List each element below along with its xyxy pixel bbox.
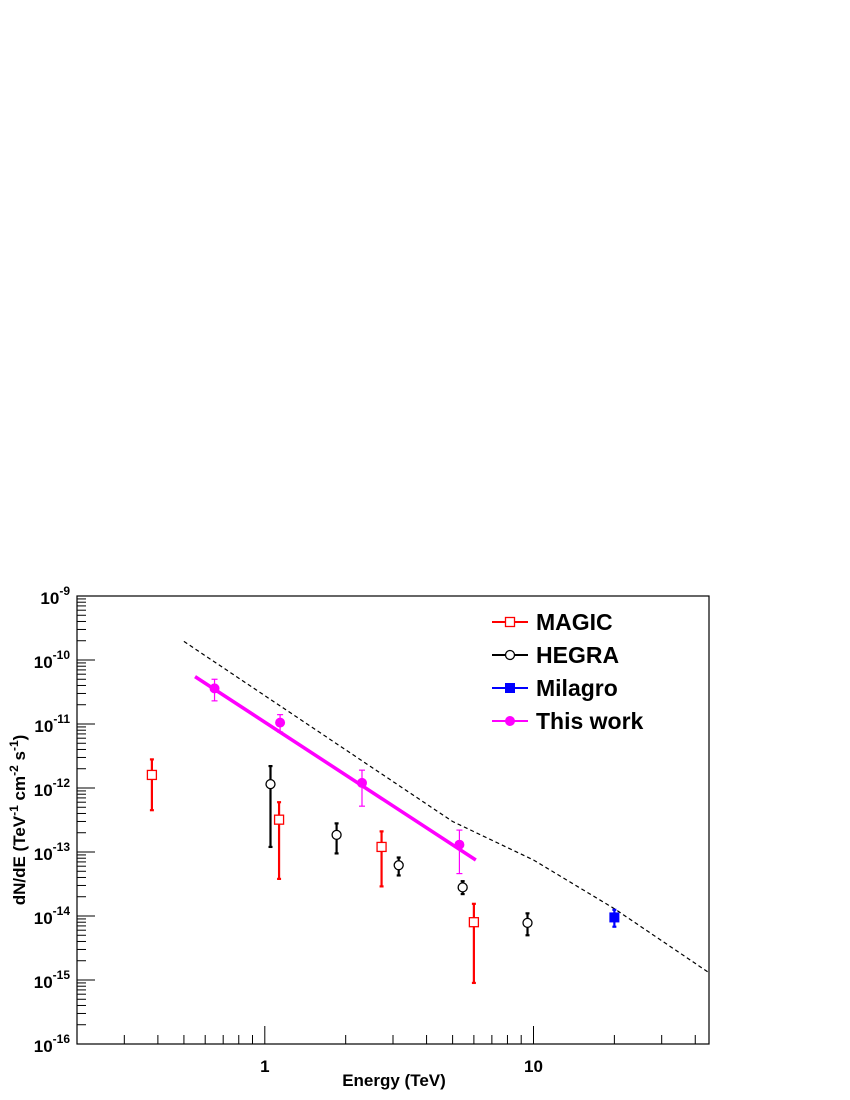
- x-tick-label: 1: [260, 1057, 269, 1076]
- data-point: [331, 822, 342, 855]
- y-axis-title: dN/dE (TeV-1 cm-2 s-1): [7, 735, 29, 906]
- y-tick-label: 10-9: [40, 584, 70, 608]
- point-marker: [356, 777, 367, 788]
- y-tick-label: 10-14: [34, 904, 71, 928]
- y-tick-label-base: 10: [34, 845, 53, 864]
- data-point: [522, 912, 533, 937]
- y-tick-label-exp: -10: [53, 648, 71, 662]
- data-point: [393, 856, 404, 877]
- point-marker: [275, 717, 286, 728]
- y-tick-label-exp: -14: [53, 904, 71, 918]
- point-marker: [457, 882, 468, 893]
- legend-entry: MAGIC: [492, 609, 613, 635]
- point-marker: [331, 829, 342, 841]
- axis-tick-labels: 1 1010-910-1010-1110-1210-1310-1410-1510-…: [34, 584, 543, 1076]
- y-tick-label-base: 10: [34, 973, 53, 992]
- legend-entry: HEGRA: [492, 642, 619, 668]
- point-marker: [468, 917, 480, 928]
- y-tick-label-exp: -9: [59, 584, 70, 598]
- data-point: [265, 764, 276, 849]
- y-tick-label-exp: -11: [53, 712, 70, 726]
- fit-line-layer: [194, 675, 477, 862]
- point-marker: [273, 814, 285, 825]
- data-point: [457, 880, 468, 896]
- reference-curve-layer: [183, 640, 710, 974]
- legend-label: HEGRA: [536, 642, 619, 668]
- y-tick-label: 10-16: [34, 1032, 71, 1056]
- legend: MAGIC HEGRA Milagro This work: [492, 609, 644, 734]
- y-tick-label-base: 10: [34, 1037, 53, 1056]
- x-tick-label: 10: [524, 1057, 543, 1076]
- point-marker: [393, 860, 404, 871]
- y-axis-title-mid2: s: [10, 751, 29, 765]
- point-marker: [209, 683, 220, 694]
- data-point: [609, 908, 620, 928]
- legend-swatch-marker: [505, 683, 515, 693]
- y-tick-label-base: 10: [34, 653, 53, 672]
- y-tick-label-exp: -12: [53, 776, 71, 790]
- fit-line: [194, 675, 477, 862]
- point-marker: [376, 841, 387, 853]
- data-point: [273, 801, 285, 880]
- legend-label: Milagro: [536, 675, 618, 701]
- point-marker: [609, 912, 620, 923]
- y-tick-label: 10-13: [34, 840, 71, 864]
- y-tick-label-base: 10: [40, 589, 59, 608]
- reference-dashed-curve: [183, 640, 710, 974]
- data-point: [146, 758, 158, 812]
- axis-ticks: [76, 595, 696, 1045]
- legend-entry: This work: [492, 708, 644, 734]
- legend-swatch-marker: [505, 716, 515, 726]
- y-tick-label: 10-15: [34, 968, 71, 992]
- y-axis-title-post: ): [10, 735, 29, 741]
- legend-swatch-marker: [504, 616, 516, 628]
- y-axis-title-pre: dN/dE (TeV: [10, 815, 29, 905]
- y-axis-title-mid: cm: [10, 776, 29, 805]
- y-tick-label: 10-12: [34, 776, 71, 800]
- y-axis-title-sup3: -1: [7, 740, 21, 751]
- data-point: [356, 769, 367, 807]
- legend-swatch-marker: [504, 649, 516, 661]
- legend-label: This work: [536, 708, 644, 734]
- y-tick-label-exp: -16: [53, 1032, 71, 1046]
- x-axis-title: Energy (TeV): [342, 1071, 446, 1090]
- point-marker: [522, 917, 533, 929]
- y-tick-label-exp: -13: [53, 840, 71, 854]
- y-tick-label-base: 10: [34, 909, 53, 928]
- legend-entry: Milagro: [492, 675, 618, 701]
- data-point: [209, 678, 220, 702]
- point-marker: [146, 769, 158, 781]
- y-tick-label: 10-10: [34, 648, 71, 672]
- point-marker: [265, 778, 276, 790]
- y-tick-label: 10-11: [34, 712, 70, 736]
- y-tick-label-base: 10: [34, 781, 53, 800]
- point-marker: [454, 839, 465, 850]
- y-tick-label-exp: -15: [53, 968, 71, 982]
- y-axis-title-sup1: -1: [7, 805, 21, 816]
- legend-label: MAGIC: [536, 609, 613, 635]
- data-point: [454, 829, 465, 875]
- data-point: [468, 902, 480, 985]
- data-point: [275, 714, 286, 733]
- data-point: [376, 830, 387, 888]
- data-points-layer: [146, 678, 620, 985]
- y-tick-label-base: 10: [34, 717, 53, 736]
- y-axis-title-sup2: -2: [7, 765, 21, 776]
